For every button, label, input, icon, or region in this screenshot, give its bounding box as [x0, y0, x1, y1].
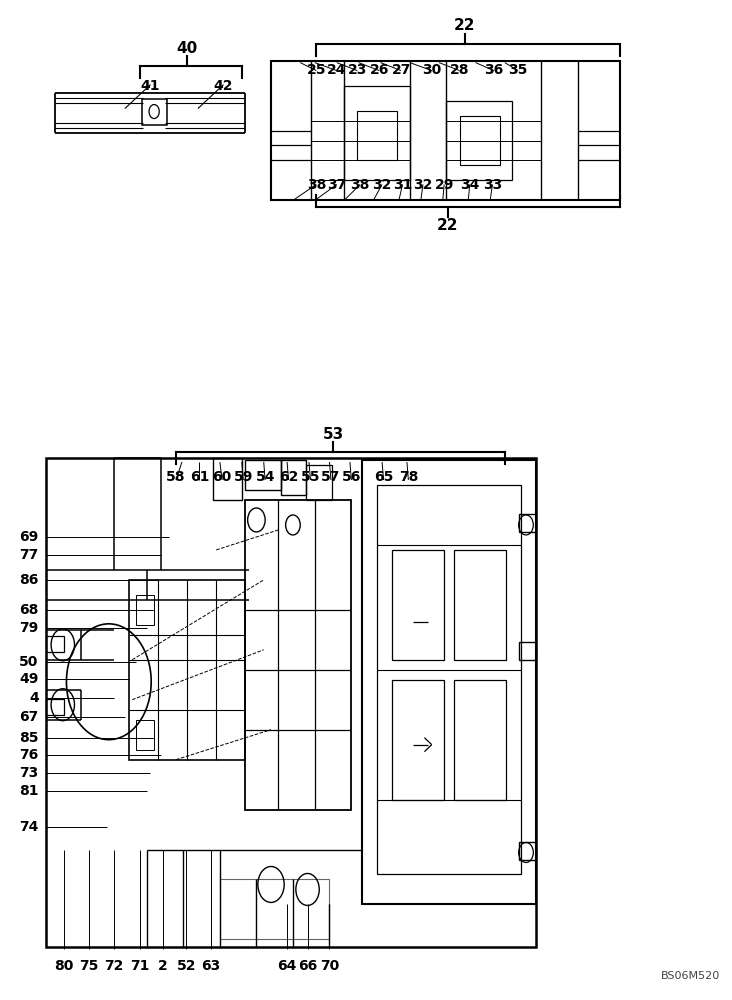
- Text: 57: 57: [321, 470, 340, 484]
- Text: 36: 36: [485, 63, 504, 77]
- Text: 73: 73: [20, 766, 39, 780]
- Text: 67: 67: [20, 710, 39, 724]
- Text: 70: 70: [320, 959, 339, 973]
- Text: 35: 35: [508, 63, 528, 77]
- Text: 62: 62: [279, 470, 298, 484]
- Bar: [520, 514, 536, 532]
- Text: 68: 68: [19, 603, 39, 617]
- Text: 40: 40: [176, 41, 198, 56]
- Text: 59: 59: [234, 470, 253, 484]
- Bar: [136, 720, 154, 750]
- Text: 33: 33: [483, 178, 502, 192]
- Bar: [271, 61, 620, 200]
- Text: 31: 31: [393, 178, 412, 192]
- Text: 22: 22: [454, 18, 475, 33]
- Bar: [129, 580, 245, 760]
- Text: 71: 71: [130, 959, 149, 973]
- Text: 79: 79: [20, 621, 39, 635]
- Bar: [46, 458, 536, 947]
- Text: 38: 38: [307, 178, 326, 192]
- Bar: [357, 111, 397, 160]
- Text: 32: 32: [414, 178, 433, 192]
- Bar: [520, 642, 536, 660]
- Text: 63: 63: [201, 959, 221, 973]
- Bar: [245, 500, 351, 810]
- Text: 65: 65: [374, 470, 393, 484]
- Text: 58: 58: [166, 470, 186, 484]
- Text: 28: 28: [449, 63, 469, 77]
- Text: 85: 85: [19, 731, 39, 745]
- Text: 86: 86: [19, 573, 39, 587]
- Text: 53: 53: [323, 427, 344, 442]
- Bar: [460, 116, 500, 165]
- Bar: [142, 99, 167, 125]
- Text: 29: 29: [435, 178, 454, 192]
- Bar: [46, 636, 64, 652]
- Text: 4: 4: [29, 691, 39, 705]
- Text: 60: 60: [212, 470, 232, 484]
- Text: 56: 56: [342, 470, 361, 484]
- Text: 26: 26: [370, 63, 389, 77]
- Text: 27: 27: [392, 63, 411, 77]
- Bar: [220, 879, 329, 939]
- Bar: [280, 460, 306, 495]
- Text: 54: 54: [255, 470, 275, 484]
- Text: 22: 22: [437, 218, 458, 233]
- Text: 55: 55: [301, 470, 320, 484]
- Text: 49: 49: [19, 672, 39, 686]
- Text: 34: 34: [460, 178, 479, 192]
- Text: 37: 37: [327, 178, 346, 192]
- Bar: [344, 86, 410, 180]
- Bar: [362, 460, 536, 904]
- Bar: [454, 680, 507, 800]
- Text: 74: 74: [19, 820, 39, 834]
- Text: 2: 2: [158, 959, 168, 973]
- Text: 76: 76: [20, 748, 39, 762]
- Bar: [46, 699, 64, 715]
- Text: 78: 78: [399, 470, 418, 484]
- Text: 38: 38: [351, 178, 370, 192]
- Text: 23: 23: [348, 63, 367, 77]
- Bar: [392, 680, 444, 800]
- Text: 32: 32: [373, 178, 392, 192]
- Text: 24: 24: [327, 63, 346, 77]
- Bar: [245, 460, 280, 490]
- Text: 69: 69: [20, 530, 39, 544]
- Bar: [447, 101, 512, 180]
- Text: 25: 25: [307, 63, 326, 77]
- Text: 64: 64: [277, 959, 296, 973]
- Text: 66: 66: [298, 959, 317, 973]
- Bar: [306, 465, 332, 500]
- Bar: [212, 458, 242, 500]
- Bar: [377, 485, 521, 874]
- Text: 61: 61: [190, 470, 209, 484]
- Text: 81: 81: [19, 784, 39, 798]
- Text: 50: 50: [19, 655, 39, 669]
- Bar: [454, 550, 507, 660]
- Bar: [392, 550, 444, 660]
- Text: 75: 75: [79, 959, 99, 973]
- Text: 42: 42: [214, 79, 234, 93]
- Bar: [136, 595, 154, 625]
- Bar: [520, 842, 536, 859]
- Text: 80: 80: [55, 959, 74, 973]
- Text: 30: 30: [422, 63, 441, 77]
- Text: BS06M520: BS06M520: [661, 971, 720, 981]
- Text: 41: 41: [141, 79, 160, 93]
- Text: 77: 77: [20, 548, 39, 562]
- Text: 72: 72: [104, 959, 124, 973]
- Text: 52: 52: [176, 959, 196, 973]
